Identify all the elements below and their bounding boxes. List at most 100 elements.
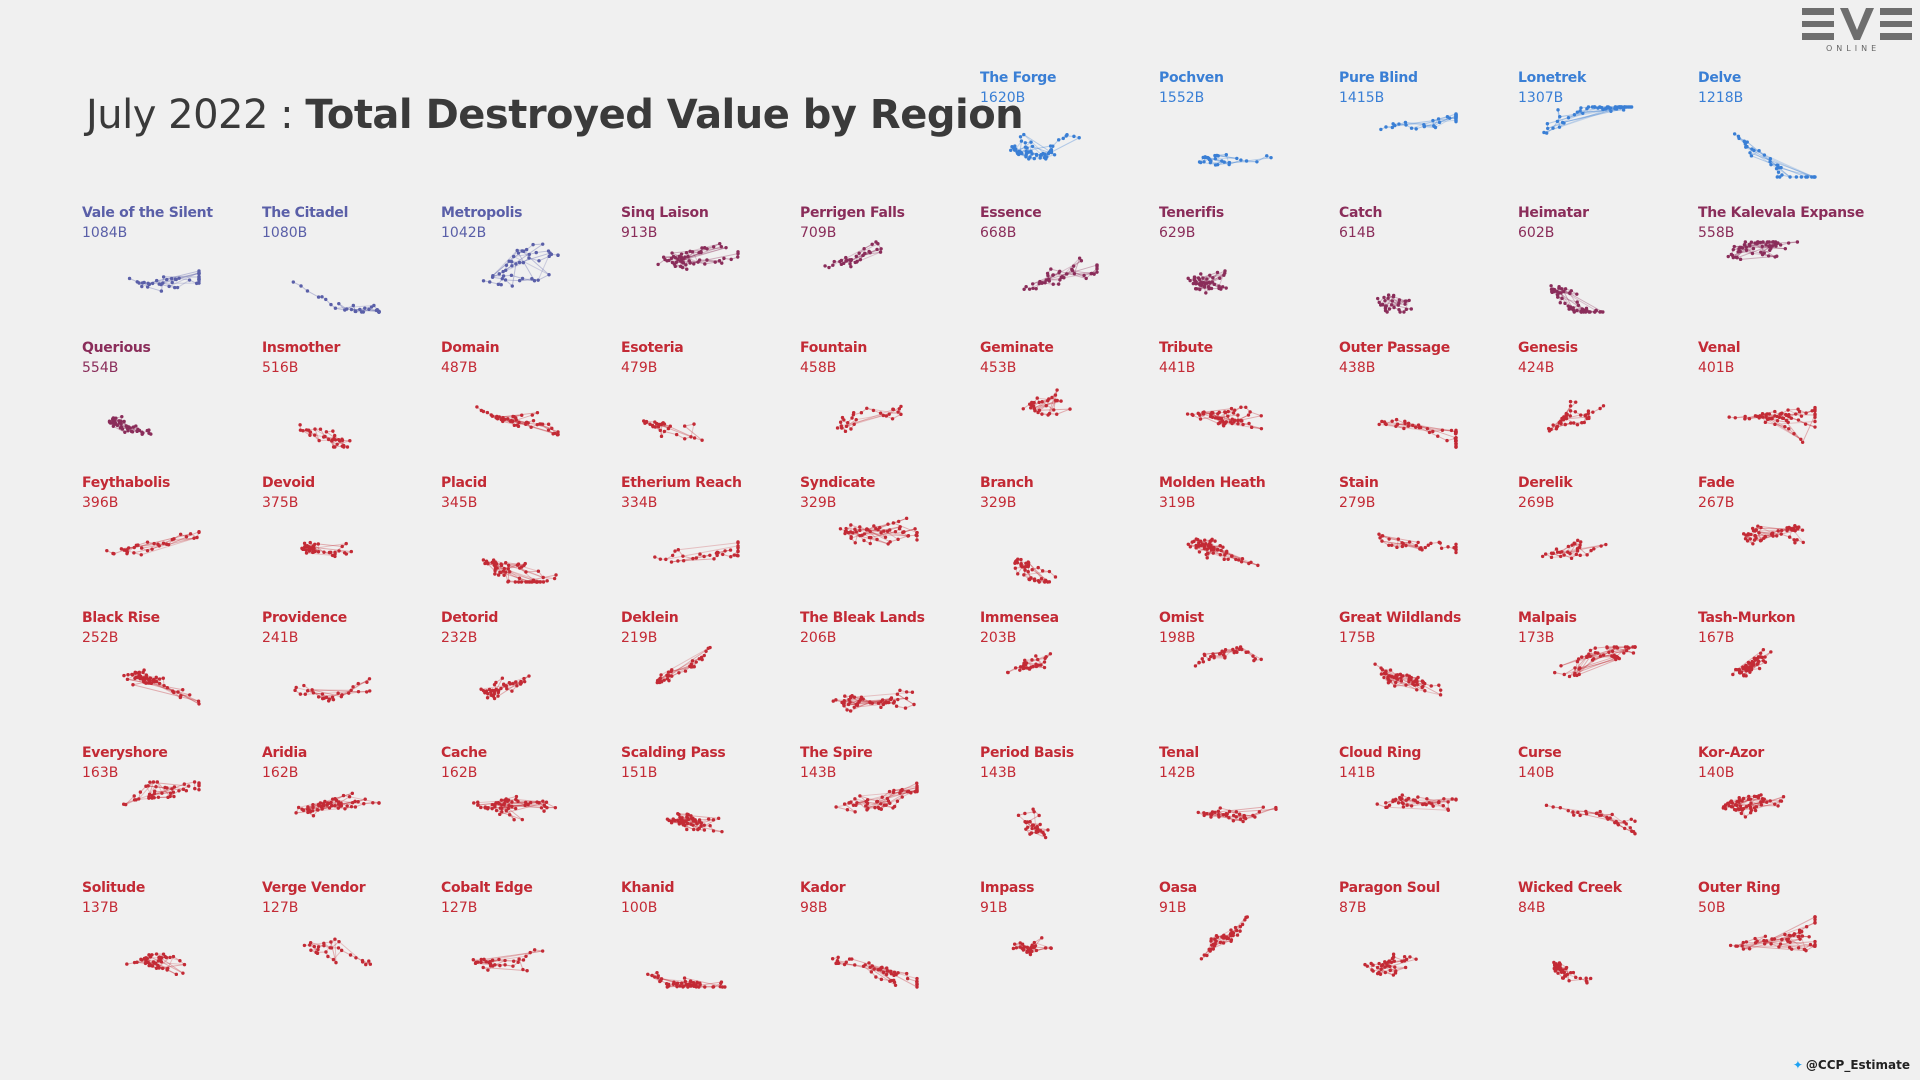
region-value: 329B <box>980 495 1017 511</box>
system-dot <box>1230 554 1234 558</box>
system-dot <box>1206 284 1211 289</box>
system-dot <box>1431 118 1435 123</box>
system-dot <box>1029 406 1033 410</box>
system-dot <box>176 690 180 694</box>
system-dot <box>1542 130 1546 135</box>
system-dot <box>508 682 512 686</box>
system-dot <box>1379 672 1384 676</box>
system-dot <box>501 274 506 278</box>
region-systems <box>122 780 201 807</box>
system-dot <box>311 691 316 695</box>
system-dot <box>1621 108 1626 112</box>
system-dot <box>302 541 307 546</box>
system-dot <box>150 547 154 551</box>
system-dot <box>843 529 848 534</box>
region-cell: Venal 401B <box>1698 340 1868 470</box>
system-dot <box>1775 175 1780 179</box>
system-dot <box>848 694 853 699</box>
system-dot <box>705 247 709 251</box>
jump-link <box>309 546 352 553</box>
jump-link <box>1579 658 1620 675</box>
system-dot <box>1202 652 1207 657</box>
system-dot <box>897 527 902 531</box>
system-dot <box>523 561 527 566</box>
system-dot <box>1235 646 1239 650</box>
jump-link <box>1394 683 1425 687</box>
system-dot <box>1577 672 1581 677</box>
system-dot <box>1411 680 1415 685</box>
system-dot <box>516 580 521 584</box>
system-dot <box>1775 163 1779 167</box>
region-systems <box>291 280 381 314</box>
system-dot <box>147 796 151 800</box>
system-dot <box>1047 580 1052 584</box>
region-system-map <box>1013 557 1058 584</box>
region-system-map <box>1005 652 1053 675</box>
region-cell: Deklein 219B <box>621 610 791 740</box>
region-system-map <box>1377 417 1458 449</box>
jump-link <box>889 526 901 531</box>
system-dot <box>1200 657 1204 661</box>
system-dot <box>668 424 672 428</box>
system-dot <box>1573 671 1577 676</box>
system-dot <box>1601 310 1605 314</box>
system-dot <box>173 277 178 281</box>
jump-link <box>314 428 320 441</box>
system-dot <box>165 277 169 282</box>
system-dot <box>510 800 514 804</box>
system-dot <box>1043 281 1047 285</box>
region-system-map <box>105 530 201 557</box>
region-value: 241B <box>262 630 299 646</box>
system-dot <box>1039 663 1043 667</box>
jump-link <box>1576 655 1591 676</box>
system-dot <box>1622 651 1626 655</box>
system-dot <box>1775 254 1779 258</box>
system-dot <box>1783 246 1788 251</box>
system-dot <box>1194 546 1198 550</box>
system-dot <box>1579 106 1583 110</box>
system-dot <box>899 404 903 409</box>
system-dot <box>491 694 496 698</box>
region-system-map <box>472 794 558 822</box>
jump-link <box>1023 571 1050 576</box>
region-name: Fountain <box>800 340 868 356</box>
system-dot <box>331 429 335 433</box>
region-system-map <box>122 780 201 807</box>
region-name: Omist <box>1159 610 1204 626</box>
system-dot <box>714 551 719 555</box>
system-dot <box>1057 270 1061 275</box>
region-value: 1415B <box>1339 90 1385 106</box>
system-dot <box>1786 241 1791 245</box>
system-dot <box>1221 285 1225 289</box>
system-dot <box>1194 287 1199 291</box>
region-cell: The Kalevala Expanse 558B <box>1698 205 1868 335</box>
system-dot <box>1739 670 1743 675</box>
system-dot <box>1549 284 1553 288</box>
system-dot <box>915 533 919 538</box>
system-dot <box>1055 388 1059 392</box>
system-dot <box>535 410 540 415</box>
jump-link <box>1576 658 1595 676</box>
region-systems <box>1726 240 1800 262</box>
system-dot <box>531 418 536 423</box>
system-dot <box>880 698 885 702</box>
system-dot <box>1255 160 1259 164</box>
system-dot <box>1795 240 1800 244</box>
system-dot <box>138 790 143 794</box>
system-dot <box>1198 539 1203 543</box>
system-dot <box>1569 289 1574 293</box>
system-dot <box>1437 683 1441 687</box>
system-dot <box>1562 553 1566 557</box>
system-dot <box>1801 540 1805 545</box>
system-dot <box>476 803 480 807</box>
system-dot <box>527 256 531 260</box>
system-dot <box>1050 395 1054 400</box>
system-dot <box>1416 540 1420 545</box>
region-system-map <box>1542 105 1634 135</box>
system-dot <box>857 251 861 255</box>
system-dot <box>316 695 321 699</box>
system-dot <box>1095 263 1099 267</box>
system-dot <box>1756 659 1761 664</box>
system-dot <box>697 258 702 262</box>
system-dot <box>876 242 880 246</box>
